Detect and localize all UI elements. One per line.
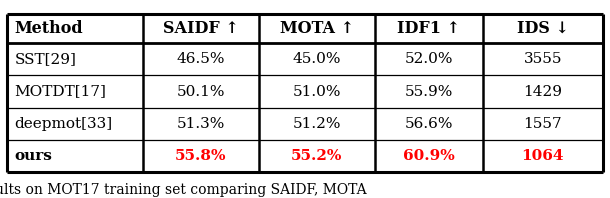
Text: MOTDT[17]: MOTDT[17]	[15, 85, 107, 99]
Text: ults on MOT17 training set comparing SAIDF, MOTA: ults on MOT17 training set comparing SAI…	[0, 183, 367, 197]
Text: 52.0%: 52.0%	[404, 52, 453, 66]
Text: 51.3%: 51.3%	[176, 117, 225, 131]
Text: Method: Method	[15, 20, 83, 37]
Text: 55.8%: 55.8%	[175, 149, 226, 163]
Text: 1557: 1557	[523, 117, 562, 131]
Text: 51.2%: 51.2%	[292, 117, 341, 131]
Text: 56.6%: 56.6%	[404, 117, 453, 131]
Text: SAIDF ↑: SAIDF ↑	[163, 20, 239, 37]
Text: 60.9%: 60.9%	[403, 149, 454, 163]
Text: ours: ours	[15, 149, 52, 163]
Text: 46.5%: 46.5%	[176, 52, 225, 66]
Text: 3555: 3555	[523, 52, 562, 66]
Text: 51.0%: 51.0%	[292, 85, 341, 99]
Text: 50.1%: 50.1%	[176, 85, 225, 99]
Text: SST[29]: SST[29]	[15, 52, 76, 66]
Text: deepmot[33]: deepmot[33]	[15, 117, 113, 131]
Text: 55.2%: 55.2%	[291, 149, 342, 163]
Text: MOTA ↑: MOTA ↑	[279, 20, 354, 37]
Text: 55.9%: 55.9%	[404, 85, 453, 99]
Text: 1429: 1429	[523, 85, 562, 99]
Text: IDS ↓: IDS ↓	[517, 20, 569, 37]
Text: IDF1 ↑: IDF1 ↑	[397, 20, 461, 37]
Text: 1064: 1064	[522, 149, 564, 163]
Text: 45.0%: 45.0%	[292, 52, 341, 66]
